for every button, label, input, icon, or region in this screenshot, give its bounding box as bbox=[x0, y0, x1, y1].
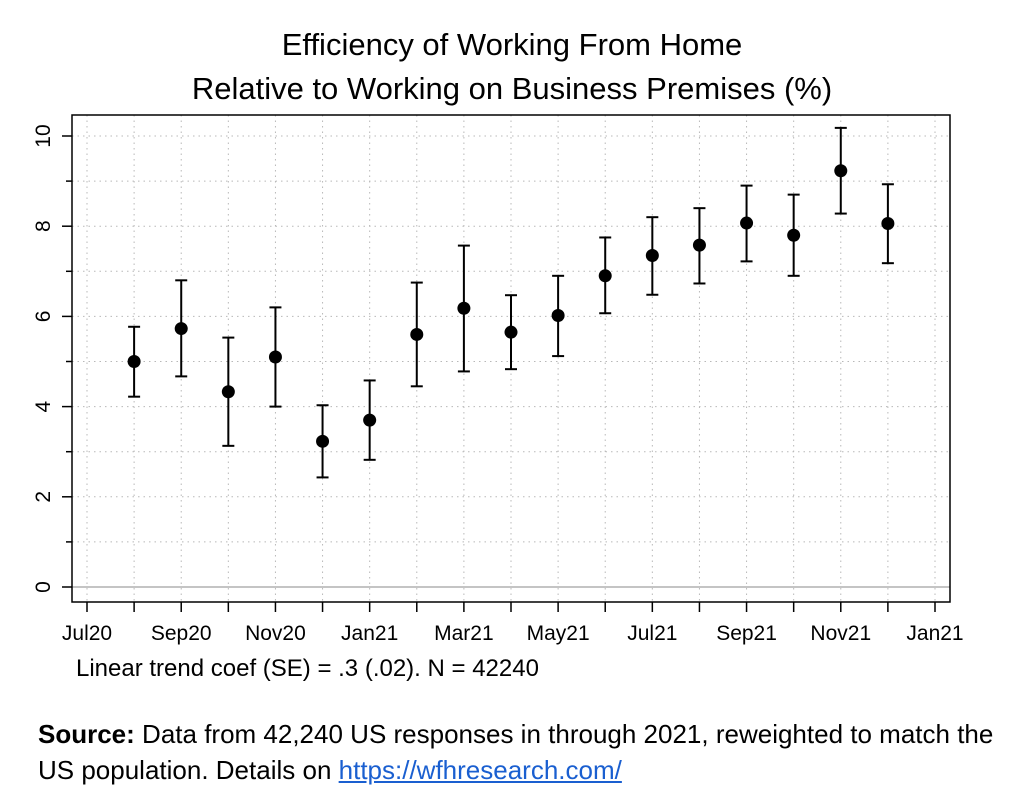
y-tick-label: 10 bbox=[32, 124, 55, 147]
data-point bbox=[128, 355, 141, 368]
x-tick-label: Nov20 bbox=[245, 622, 306, 645]
data-point bbox=[505, 326, 518, 339]
data-point bbox=[693, 239, 706, 252]
x-axis: Jul20 Sep20 Nov20 Jan21 Mar21 May21 Jul21 Sep21… bbox=[62, 602, 964, 645]
data-point-group bbox=[834, 128, 847, 214]
source-label: Source: bbox=[38, 719, 135, 749]
data-point bbox=[646, 249, 659, 262]
data-point-group bbox=[222, 338, 235, 446]
data-point bbox=[222, 385, 235, 398]
y-axis: 0 2 4 6 8 10 bbox=[32, 124, 72, 593]
y-tick-label: 2 bbox=[32, 491, 55, 503]
data-point-group bbox=[505, 295, 518, 369]
chart-title: Efficiency of Working From Home bbox=[282, 27, 743, 62]
data-point bbox=[175, 322, 188, 335]
data-point bbox=[740, 217, 753, 230]
data-point-group bbox=[740, 186, 753, 262]
data-point-group bbox=[410, 283, 423, 387]
data-point-group bbox=[363, 380, 376, 459]
data-point-group bbox=[693, 208, 706, 283]
data-point-group bbox=[269, 307, 282, 406]
x-tick-label: Sep20 bbox=[151, 622, 212, 645]
data-point bbox=[881, 217, 894, 230]
data-point-group bbox=[552, 276, 565, 356]
data-point bbox=[599, 269, 612, 282]
x-tick-label: Jan21 bbox=[341, 622, 398, 645]
x-tick-label: Jul20 bbox=[62, 622, 112, 645]
x-tick-label: Jan21 bbox=[906, 622, 963, 645]
source-note: Source: Data from 42,240 US responses in… bbox=[38, 716, 998, 788]
data-point bbox=[410, 328, 423, 341]
data-point-group bbox=[457, 246, 470, 372]
data-point-group bbox=[599, 237, 612, 313]
data-point bbox=[316, 435, 329, 448]
data-marks bbox=[128, 128, 895, 478]
data-point bbox=[552, 309, 565, 322]
trend-note: Linear trend coef (SE) = .3 (.02). N = 4… bbox=[76, 655, 539, 682]
data-point-group bbox=[881, 184, 894, 263]
y-tick-label: 4 bbox=[32, 400, 55, 412]
source-link[interactable]: https://wfhresearch.com/ bbox=[339, 755, 622, 785]
data-point bbox=[834, 164, 847, 177]
data-point bbox=[269, 350, 282, 363]
x-tick-label: Jul21 bbox=[627, 622, 677, 645]
x-tick-label: May21 bbox=[527, 622, 590, 645]
chart-subtitle: Relative to Working on Business Premises… bbox=[192, 71, 832, 106]
x-tick-label: Nov21 bbox=[810, 622, 871, 645]
y-tick-label: 6 bbox=[32, 311, 55, 323]
data-point-group bbox=[646, 217, 659, 295]
x-tick-label: Sep21 bbox=[716, 622, 777, 645]
x-tick-label: Mar21 bbox=[434, 622, 494, 645]
data-point-group bbox=[128, 327, 141, 397]
data-point bbox=[363, 414, 376, 427]
y-tick-label: 8 bbox=[32, 220, 55, 232]
data-point-group bbox=[787, 195, 800, 276]
data-point-group bbox=[316, 405, 329, 477]
data-point bbox=[457, 302, 470, 315]
data-point bbox=[787, 229, 800, 242]
y-tick-label: 0 bbox=[32, 581, 55, 593]
